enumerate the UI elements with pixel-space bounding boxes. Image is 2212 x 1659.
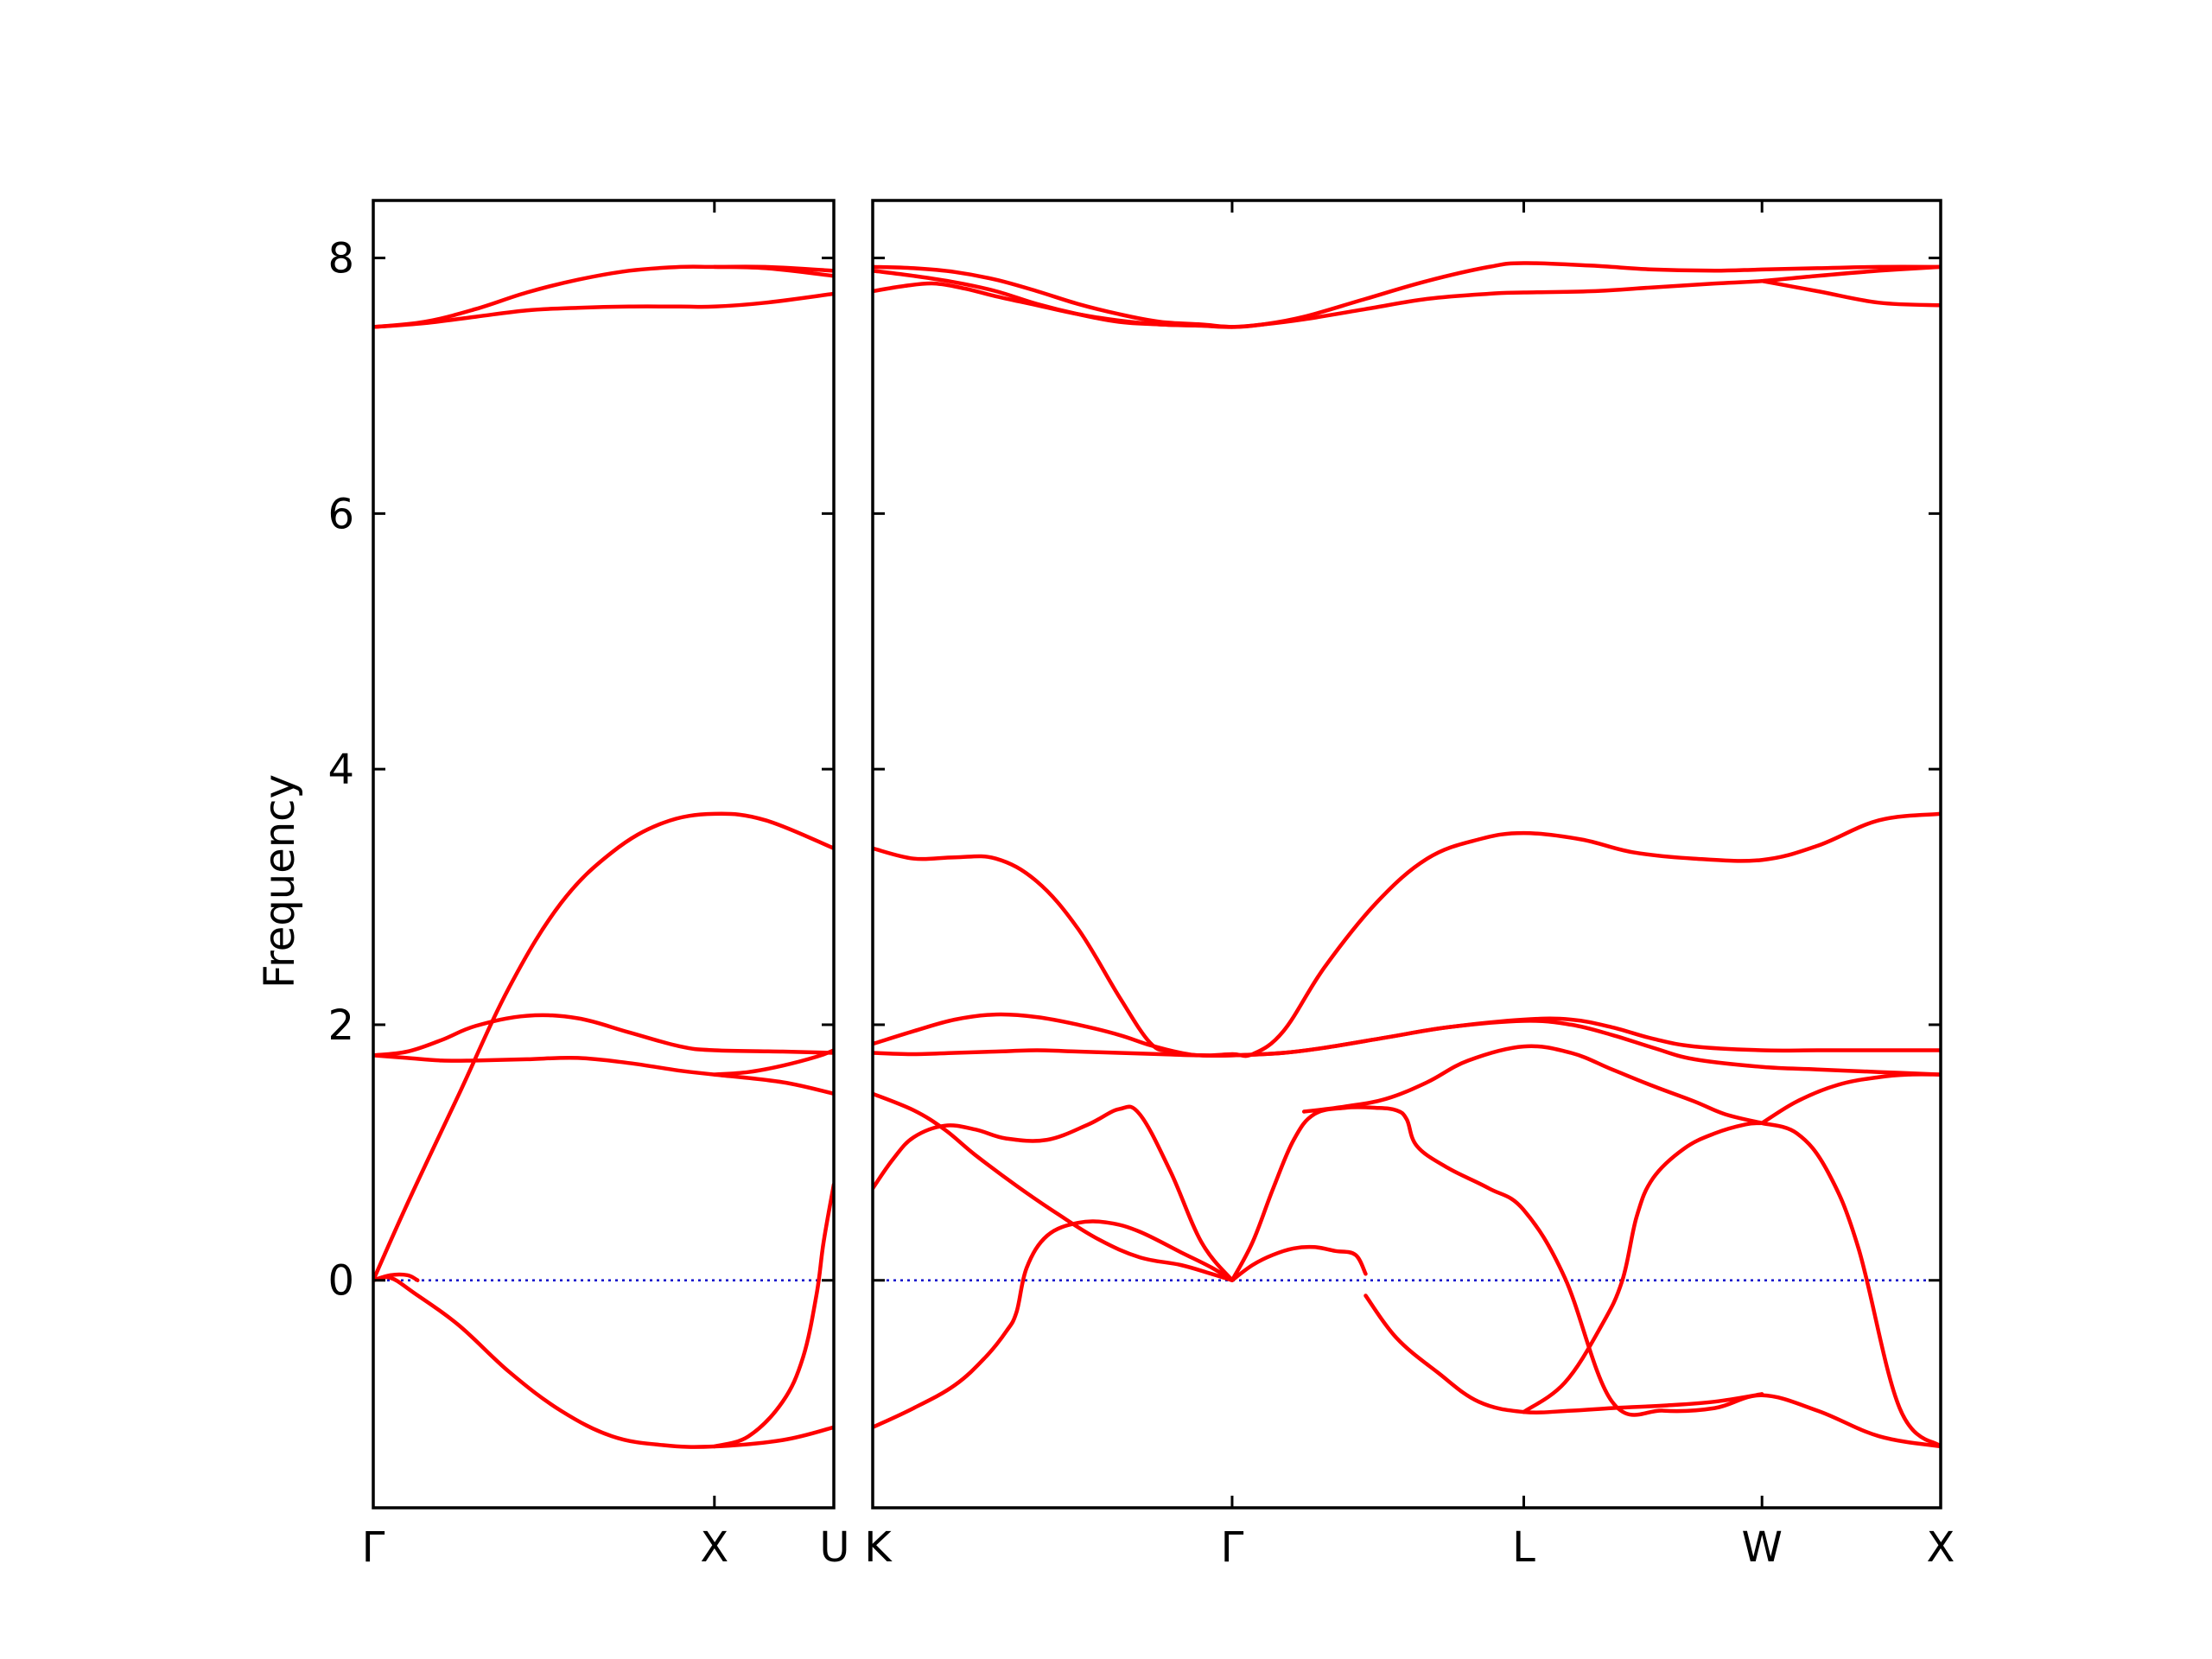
- plot-panels: 0 2 4 6 8 Γ X U K Γ L W X: [327, 199, 1955, 1572]
- panel-1-frame: [372, 199, 836, 1510]
- band-line-1-2: [373, 1272, 420, 1282]
- band-line-1-3: [712, 1182, 834, 1449]
- band-line-2-16: [873, 281, 1235, 329]
- band-line-2-3: [873, 1104, 1235, 1282]
- panel-1-plot-area: [373, 264, 834, 1449]
- band-line-1-9: [373, 264, 834, 329]
- band-line-1-5: [373, 1053, 834, 1096]
- x-tick-label: X: [1927, 1523, 1955, 1572]
- band-line-2-10: [1301, 1044, 1764, 1126]
- band-line-2-14: [873, 264, 1941, 329]
- y-axis-label: Frequency: [256, 774, 304, 988]
- x-tick-label: K: [864, 1523, 893, 1572]
- band-line-2-8: [1759, 1121, 1941, 1449]
- band-line-2-17: [1759, 278, 1941, 308]
- x-tick-label: W: [1741, 1523, 1782, 1572]
- band-line-2-5: [1230, 1244, 1368, 1282]
- band-line-2-4: [1230, 1105, 1941, 1449]
- band-line-2-15: [873, 261, 1941, 329]
- band-line-1-10: [712, 264, 834, 278]
- band-line-2-7: [1522, 1121, 1764, 1414]
- band-line-2-2: [873, 1091, 1235, 1282]
- y-tick-label: 8: [327, 235, 354, 283]
- band-line-2-11: [873, 1019, 1941, 1077]
- band-line-2-1: [873, 1219, 1235, 1430]
- panel-2-plot-area: [873, 261, 1941, 1449]
- y-tick-label: 2: [327, 1001, 354, 1050]
- band-line-1-8: [373, 291, 834, 329]
- y-tick-label: 0: [327, 1257, 354, 1306]
- band-line-1-4: [373, 811, 834, 1282]
- x-tick-label: U: [819, 1523, 849, 1572]
- panel-1: 0 2 4 6 8 Γ X U: [327, 199, 850, 1572]
- x-tick-label: Γ: [362, 1523, 385, 1572]
- band-line-1-1: [373, 1274, 834, 1449]
- x-tick-label: Γ: [1221, 1523, 1244, 1572]
- panel-2-frame: [871, 199, 1942, 1510]
- x-tick-label: X: [700, 1523, 728, 1572]
- x-tick-label: L: [1512, 1523, 1535, 1572]
- band-line-2-9: [1759, 1072, 1941, 1126]
- band-line-1-7: [712, 1048, 834, 1077]
- band-line-2-12: [873, 1012, 1941, 1058]
- y-tick-label: 6: [327, 490, 354, 538]
- band-line-1-6: [373, 1013, 834, 1058]
- band-line-2-13: [873, 811, 1941, 1058]
- band-line-2-6: [1363, 1294, 1764, 1414]
- y-tick-label: 4: [327, 746, 354, 794]
